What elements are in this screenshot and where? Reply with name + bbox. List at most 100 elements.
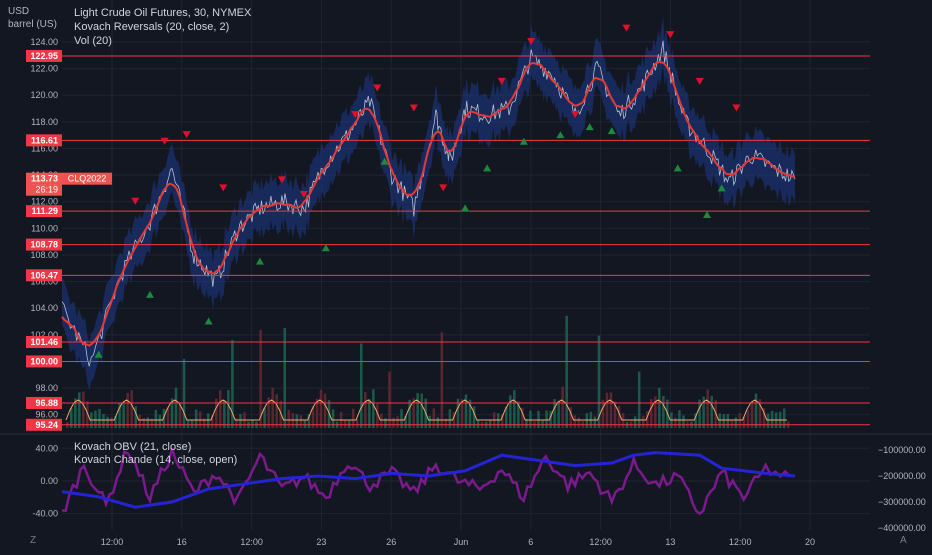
volume-bar [251, 420, 254, 428]
volume-bar [126, 392, 129, 428]
volume-bar [331, 409, 335, 428]
volume-bar [162, 408, 166, 428]
volume-bar [364, 392, 367, 428]
reversal-up-marker [673, 164, 682, 172]
reversal-down-marker [527, 37, 536, 45]
level-label: 116.61 [31, 135, 58, 145]
volume-bar [106, 416, 109, 428]
volume-bar [263, 407, 266, 428]
chande-line [61, 447, 791, 516]
volume-bar [537, 410, 540, 428]
volume-bar [360, 343, 363, 428]
volume-bar [637, 371, 641, 428]
volume-bar [509, 395, 512, 428]
level-label: 96.88 [35, 398, 58, 408]
indicator-legend-obv[interactable]: Kovach OBV (21, close) [74, 441, 192, 453]
volume-bar [158, 414, 162, 428]
volume-bar [142, 418, 146, 428]
volume-bar [641, 416, 645, 428]
volume-bar [299, 415, 303, 428]
volume-bar [384, 418, 387, 428]
volume-bar [553, 398, 556, 428]
y-tick-label: 122.00 [30, 64, 58, 74]
volume-bar [134, 406, 137, 428]
symbol-title[interactable]: Light Crude Oil Futures, 30, NYMEX [74, 7, 252, 19]
reversal-down-marker [439, 184, 448, 192]
volume-bar [392, 417, 395, 428]
volume-bar [549, 410, 552, 428]
indicator-legend-chande[interactable]: Kovach Chande (14, close, open) [74, 454, 238, 466]
volume-bar [460, 399, 464, 428]
volume-bar [311, 405, 315, 428]
reversal-down-marker [351, 111, 360, 119]
x-tick-label: 12:00 [101, 537, 124, 547]
volume-bar [782, 408, 786, 428]
reversal-up-marker [717, 184, 726, 192]
volume-bar [662, 395, 665, 428]
x-tick-label: 13 [665, 537, 675, 547]
lower-right-tick: −400000.00 [878, 523, 926, 533]
volume-bar [633, 416, 637, 428]
zoom-icon[interactable]: Z [30, 535, 37, 546]
volume-bar [211, 415, 214, 428]
volume-bar [613, 401, 617, 428]
obv-line [61, 451, 796, 509]
volume-bar [400, 409, 403, 428]
volume-bar [206, 413, 210, 428]
volume-bar [577, 417, 581, 428]
volume-bar [94, 410, 97, 428]
volume-bar [565, 315, 568, 428]
reversal-down-marker [131, 197, 140, 205]
y-tick-label: 116.00 [31, 143, 58, 153]
reversal-up-marker [607, 127, 616, 135]
level-label-bg [26, 418, 62, 431]
volume-bar [259, 329, 262, 428]
reversal-down-marker [373, 84, 382, 92]
volume-bar [444, 418, 448, 428]
indicator-legend-reversals[interactable]: Kovach Reversals (20, close, 2) [74, 21, 230, 33]
x-tick-label: 16 [177, 537, 187, 547]
volume-bar [368, 399, 371, 428]
volume-bar [726, 413, 730, 428]
volume-bar [682, 415, 685, 428]
volume-bar [70, 408, 73, 428]
volume-ma-line [65, 399, 787, 421]
reversal-down-marker [732, 104, 741, 112]
volume-bar [343, 420, 347, 428]
symbol-badge-bg [62, 172, 112, 185]
auto-scale-icon[interactable]: A [900, 535, 907, 546]
reversal-up-marker [380, 157, 389, 165]
volume-bar [754, 393, 758, 428]
reversal-up-marker [585, 123, 594, 131]
current-price-bg [26, 172, 62, 185]
volume-bar [182, 358, 186, 428]
volume-bar [130, 390, 133, 428]
volume-bar [432, 408, 436, 428]
volume-bar [521, 407, 524, 428]
reversal-up-marker [519, 137, 528, 145]
currency-label: USD [8, 6, 30, 17]
level-label: 101.46 [30, 337, 58, 347]
volume-bar [436, 417, 440, 428]
reversal-up-marker [321, 244, 330, 252]
volume-bar [617, 406, 621, 428]
reversal-down-marker [695, 77, 704, 85]
volume-bar [215, 398, 218, 428]
volume-bar [646, 411, 649, 428]
reversal-down-marker [666, 31, 675, 39]
volume-bar [541, 420, 544, 428]
volume-bar [694, 413, 697, 428]
volume-bar [74, 398, 77, 428]
volume-bar [674, 417, 677, 428]
volume-bar [750, 401, 754, 428]
y-tick-label: 96.00 [35, 410, 58, 420]
indicator-legend-volume[interactable]: Vol (20) [74, 35, 112, 47]
volume-bar [464, 394, 468, 428]
level-label-bg [26, 49, 62, 62]
countdown-bg [26, 184, 62, 196]
reversal-up-marker [94, 350, 103, 358]
volume-bar [235, 418, 238, 428]
level-label-bg [26, 336, 62, 349]
